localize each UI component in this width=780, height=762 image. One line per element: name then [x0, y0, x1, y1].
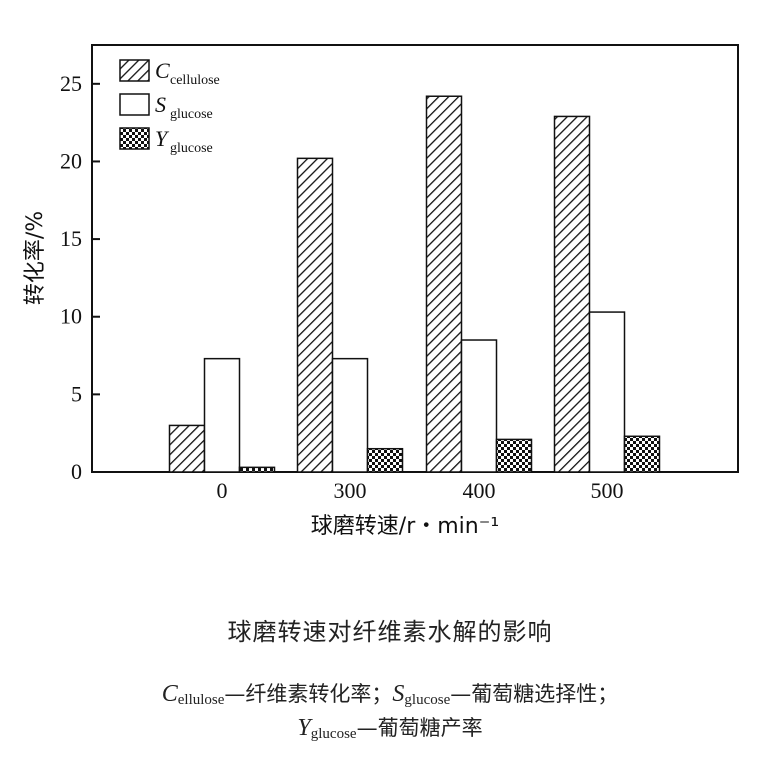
bar-y-500: [623, 435, 661, 473]
bar-c-300: [296, 157, 334, 473]
bar-s-500: [588, 311, 626, 473]
note-1-subscript: glucose: [404, 692, 451, 708]
note-1-text: —葡萄糖选择性；: [450, 682, 619, 706]
bar-c-400: [425, 95, 463, 473]
note-0-text: —纤维素转化率；: [224, 682, 393, 706]
figure-note-line-1: Cellulose—纤维素转化率；Sglucose—葡萄糖选择性；: [0, 678, 780, 709]
legend-symbol: C: [155, 58, 170, 83]
bar-y-300: [366, 447, 404, 473]
y-tick-label: 0: [71, 459, 82, 484]
figure-title: 球磨转速对纤维素水解的影响: [227, 618, 553, 646]
legend-swatch: [119, 127, 150, 150]
note-2-symbol: Y: [297, 715, 311, 741]
y-tick-label: 20: [60, 148, 82, 173]
plot-frame: [91, 44, 739, 473]
y-tick-label: 10: [60, 304, 82, 329]
note-0-subscript: ellulose: [177, 692, 225, 708]
x-tick-label: 300: [334, 478, 367, 503]
legend-subscript: glucose: [170, 107, 213, 122]
note-2-subscript: glucose: [310, 726, 357, 742]
x-tick-label: 400: [463, 478, 496, 503]
note-1-symbol: S: [392, 681, 405, 707]
note-0-symbol: C: [161, 681, 178, 707]
x-axis-title: 球磨转速/r・min⁻¹: [311, 514, 499, 539]
y-tick-label: 5: [71, 381, 82, 406]
x-tick-label: 0: [217, 478, 228, 503]
y-tick-label: 25: [60, 71, 82, 96]
bar-y-0: [238, 466, 276, 473]
legend-subscript: cellulose: [170, 73, 220, 88]
x-axis: 0 300 400 500: [217, 478, 624, 503]
y-axis: 0 5 10 15 20 25: [60, 71, 100, 484]
y-axis-title: 转化率/%: [23, 211, 48, 305]
bar-y-400: [495, 438, 533, 473]
legend-swatch: [119, 93, 150, 116]
y-tick-label: 15: [60, 226, 82, 251]
legend-subscript: glucose: [170, 141, 213, 156]
x-tick-label: 500: [591, 478, 624, 503]
bar-s-300: [331, 357, 369, 473]
bar-s-0: [203, 357, 241, 473]
legend-symbol: Y: [155, 126, 170, 151]
figure-note-line-2: Yglucose—葡萄糖产率: [0, 712, 780, 743]
bar-c-0: [168, 424, 206, 473]
note-2-text: —葡萄糖产率: [356, 716, 483, 740]
legend-symbol: S: [155, 92, 166, 117]
bars: [168, 95, 661, 473]
legend-swatch: [119, 59, 150, 82]
bar-c-500: [553, 115, 591, 473]
bar-s-400: [460, 339, 498, 473]
